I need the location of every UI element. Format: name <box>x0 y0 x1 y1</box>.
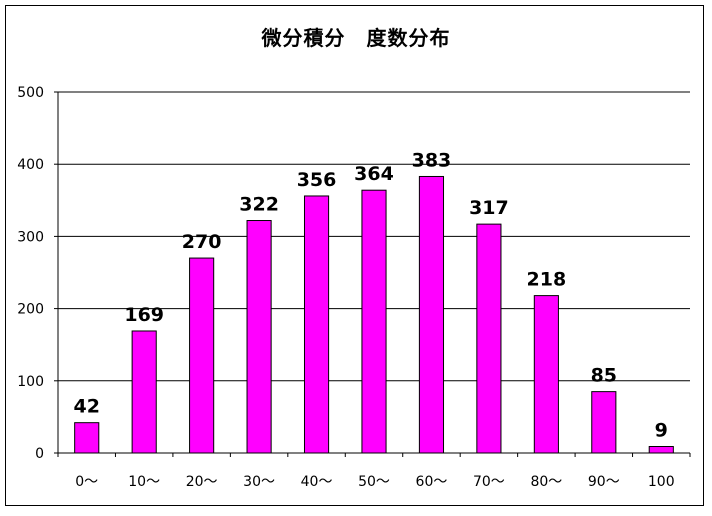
y-tick-label-500: 500 <box>17 85 44 101</box>
bar-7 <box>476 223 502 454</box>
y-tick-label-300: 300 <box>17 229 44 245</box>
data-label-1: 169 <box>124 304 164 326</box>
chart-title: 微分積分 度数分布 <box>261 26 451 50</box>
x-tick-label-9: 90～ <box>588 474 620 490</box>
y-tick-label-400: 400 <box>17 157 44 173</box>
y-tick-label-100: 100 <box>17 374 44 390</box>
x-tick-label-1: 10～ <box>128 474 160 490</box>
data-label-10: 9 <box>655 420 668 442</box>
bar-4 <box>303 195 330 454</box>
data-label-2: 270 <box>182 231 222 253</box>
data-label-3: 322 <box>239 194 279 216</box>
bar-3 <box>246 220 272 454</box>
bar-5 <box>361 189 387 454</box>
data-label-4: 356 <box>297 169 337 191</box>
x-tick-label-10: 100 <box>648 474 675 490</box>
chart-frame <box>5 5 704 506</box>
x-tick-label-7: 70～ <box>473 474 505 490</box>
x-tick-label-8: 80～ <box>530 474 562 490</box>
x-tick-label-4: 40～ <box>301 474 333 490</box>
x-tick-label-2: 20～ <box>186 474 218 490</box>
y-tick-label-200: 200 <box>17 302 44 318</box>
bar-6 <box>418 175 445 454</box>
data-label-8: 218 <box>527 269 567 291</box>
bar-10 <box>648 446 674 454</box>
data-label-0: 42 <box>74 396 100 418</box>
bar-8 <box>533 295 559 454</box>
x-tick-label-6: 60～ <box>416 474 448 490</box>
y-tick-label-0: 0 <box>35 446 44 462</box>
x-tick-label-5: 50～ <box>358 474 390 490</box>
data-label-7: 317 <box>469 197 509 219</box>
data-label-9: 85 <box>591 365 617 387</box>
bar-0 <box>74 422 100 454</box>
x-tick-label-0: 0～ <box>75 474 98 490</box>
bar-1 <box>131 330 157 454</box>
x-tick-label-3: 30～ <box>243 474 275 490</box>
bar-2 <box>189 257 215 454</box>
data-label-6: 383 <box>412 149 452 171</box>
bar-9 <box>591 391 617 454</box>
data-label-5: 364 <box>354 163 394 185</box>
